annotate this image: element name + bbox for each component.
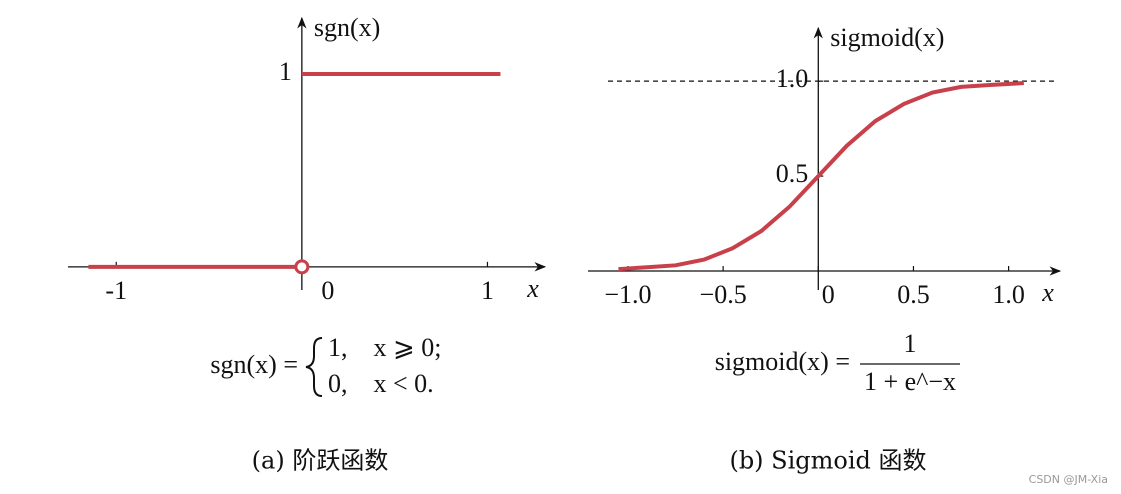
series-line [618, 81, 1024, 272]
x-axis-label: x [1041, 278, 1054, 307]
y-axis-label: sigmoid(x) [830, 23, 944, 52]
caption: (a) 阶跃函数 [252, 447, 389, 475]
formula-numerator: 1 [904, 329, 917, 358]
x-tick-label: −1.0 [604, 280, 651, 309]
y-axis-label: sgn(x) [314, 13, 380, 42]
series-line [88, 71, 501, 269]
formula-lhs: sgn(x) = [210, 350, 298, 379]
x-tick-label: 1 [481, 276, 494, 305]
formula-denominator: 1 + e^−x [864, 367, 956, 396]
open-point [294, 259, 310, 275]
formula-case: 1, x ⩾ 0; [328, 333, 442, 362]
x-tick-label: 0.5 [897, 280, 930, 309]
x-tick-label: 0 [321, 276, 334, 305]
y-tick-label: 1.0 [776, 64, 809, 93]
watermark: CSDN @JM-Xia [1029, 473, 1108, 486]
x-tick-label: −0.5 [700, 280, 747, 309]
caption: (b) Sigmoid 函数 [729, 447, 926, 475]
x-tick-label: 0 [822, 280, 835, 309]
x-tick-label: -1 [105, 276, 127, 305]
x-tick-label: 1.0 [992, 280, 1025, 309]
x-axis-label: x [526, 274, 539, 303]
y-tick-label: 1 [279, 57, 292, 86]
brace [305, 337, 323, 397]
formula-case: 0, x < 0. [328, 369, 434, 398]
y-tick-label: 0.5 [776, 159, 809, 188]
formula-lhs: sigmoid(x) = [715, 347, 850, 376]
